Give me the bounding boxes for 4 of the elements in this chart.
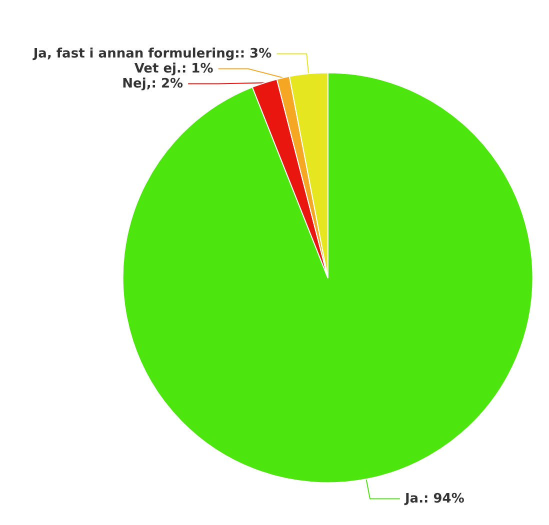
slice-label: Ja, fast i annan formulering:: 3%: [32, 46, 272, 62]
slice-label: Ja.: 94%: [404, 491, 464, 506]
slice-label: Vet ej.: 1%: [134, 61, 214, 76]
slice-label: Nej,: 2%: [122, 76, 184, 92]
